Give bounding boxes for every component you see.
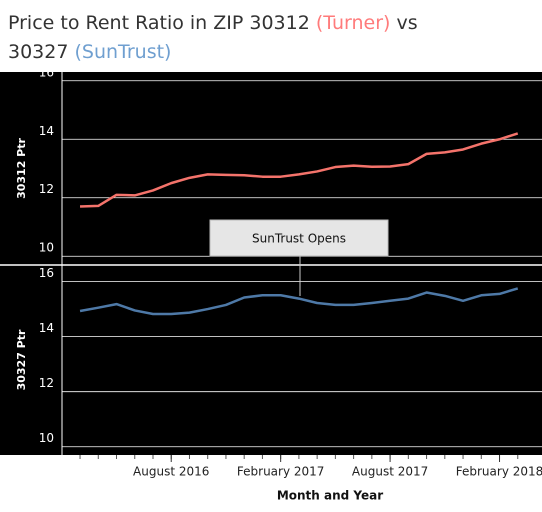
x-tick-label: February 2017 — [237, 465, 325, 479]
title-part: Price to Rent Ratio in ZIP 30312 — [8, 12, 316, 34]
y-tick-label: 10 — [39, 241, 54, 255]
annotation: SunTrust Opens — [252, 232, 346, 246]
line-series — [79, 287, 519, 316]
plot-background — [0, 72, 542, 455]
y-tick-label: 10 — [39, 431, 54, 445]
x-axis-label: Month and Year — [277, 489, 383, 503]
chart-title: Price to Rent Ratio in ZIP 30312 (Turner… — [8, 12, 418, 34]
x-tick-label: August 2016 — [133, 465, 209, 479]
y-tick-label: 12 — [39, 376, 54, 390]
y-axis-label: 30312 Ptr — [15, 138, 28, 199]
y-tick-label: 16 — [39, 266, 54, 280]
title-part: 30327 — [8, 41, 74, 63]
x-tick-label: February 2018 — [456, 465, 542, 479]
title-part: vs — [390, 12, 417, 34]
y-tick-label: 14 — [39, 321, 54, 335]
line-series — [79, 132, 519, 208]
y-tick-label: 14 — [39, 124, 54, 138]
title-part: (Turner) — [316, 12, 391, 34]
chart-title: 30327 (SunTrust) — [8, 41, 171, 63]
title-part: (SunTrust) — [74, 41, 171, 63]
y-tick-label: 12 — [39, 182, 54, 196]
y-tick-label: 16 — [39, 65, 54, 79]
y-axis-label: 30327 Ptr — [15, 329, 28, 390]
x-tick-label: August 2017 — [352, 465, 428, 479]
annotation-box — [209, 219, 389, 257]
